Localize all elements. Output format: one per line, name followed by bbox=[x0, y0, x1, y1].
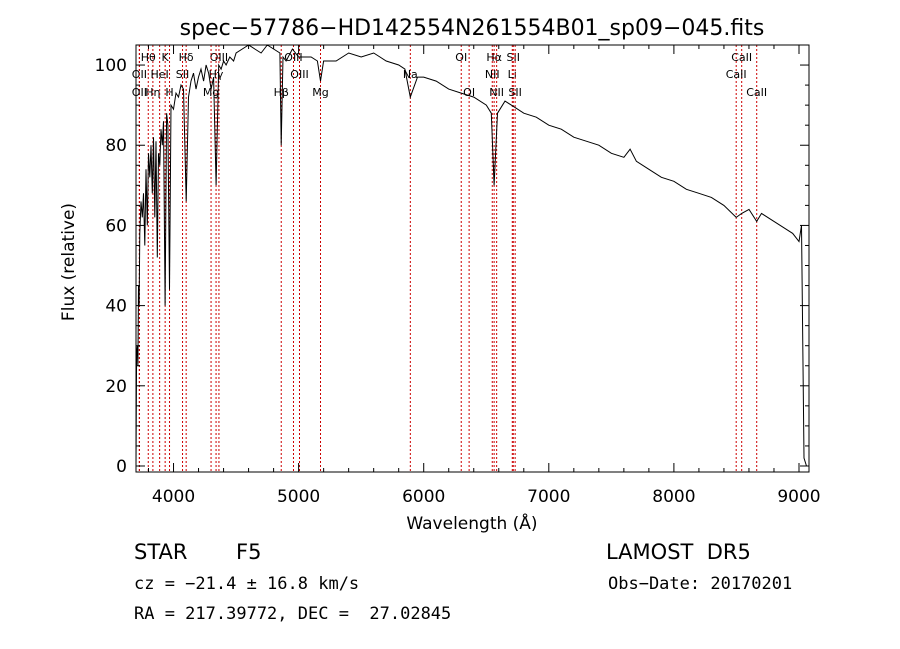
coordinates: RA = 217.39772, DEC = 27.02845 bbox=[134, 604, 452, 624]
line-label-18: OI bbox=[463, 86, 475, 99]
plot-frame bbox=[135, 44, 810, 473]
line-label-15: Mg bbox=[312, 86, 328, 99]
y-tick-label: 100 bbox=[95, 56, 127, 76]
x-tick-label: 7000 bbox=[527, 487, 570, 507]
y-tick-label: 0 bbox=[116, 457, 127, 477]
line-label-11: Mg bbox=[203, 86, 219, 99]
line-label-24: SII bbox=[508, 86, 521, 99]
line-label-23: Li bbox=[508, 68, 517, 81]
spectrum-line bbox=[135, 44, 807, 467]
line-label-4: HeI bbox=[150, 68, 168, 81]
x-tick-label: 5000 bbox=[277, 487, 320, 507]
y-axis-label: Flux (relative) bbox=[59, 203, 79, 321]
y-tick-label: 80 bbox=[105, 136, 127, 156]
y-tick-label: 60 bbox=[105, 216, 127, 236]
line-label-14: OIII bbox=[290, 68, 308, 81]
object-class: STAR bbox=[134, 540, 188, 564]
redshift-velocity: cz = −21.4 ± 16.8 km/s bbox=[134, 574, 360, 594]
line-label-22: SII bbox=[507, 51, 520, 64]
line-label-21: NII bbox=[489, 86, 504, 99]
y-tick-label: 20 bbox=[105, 377, 127, 397]
observation-date: Obs−Date: 20170201 bbox=[608, 574, 793, 594]
y-tick-label: 40 bbox=[105, 297, 127, 317]
line-label-17: OI bbox=[455, 51, 467, 64]
line-label-27: CaII bbox=[746, 86, 767, 99]
x-axis: 4000 5000 6000 7000 8000 9000 bbox=[148, 45, 821, 507]
line-label-3: Hη bbox=[145, 86, 160, 99]
line-label-12: Hβ bbox=[274, 86, 289, 99]
x-tick-label: 9000 bbox=[777, 487, 820, 507]
x-axis-label: Wavelength (Å) bbox=[406, 512, 537, 534]
line-label-9: OIII bbox=[210, 51, 228, 64]
line-label-19: Hα bbox=[486, 51, 502, 64]
line-label-8: Hδ bbox=[179, 51, 194, 64]
line-label-10: Hγ bbox=[209, 68, 224, 81]
survey-release: LAMOST DR5 bbox=[606, 540, 751, 564]
line-label-13: OIII bbox=[284, 51, 302, 64]
x-tick-label: 4000 bbox=[152, 487, 195, 507]
line-label-0: Hθ bbox=[141, 51, 156, 64]
spectrum-chart: spec−57786−HD142554N261554B01_sp09−045.f… bbox=[59, 16, 821, 534]
line-label-26: CaII bbox=[726, 68, 747, 81]
x-tick-label: 8000 bbox=[652, 487, 695, 507]
line-label-7: SII bbox=[176, 68, 189, 81]
line-label-25: CaII bbox=[731, 51, 752, 64]
line-label-6: H bbox=[165, 86, 173, 99]
y-axis: 0 20 40 60 80 100 bbox=[95, 56, 809, 477]
subclass: F5 bbox=[236, 540, 262, 564]
chart-title: spec−57786−HD142554N261554B01_sp09−045.f… bbox=[180, 16, 765, 41]
x-tick-label: 6000 bbox=[402, 487, 445, 507]
line-label-20: NII bbox=[485, 68, 500, 81]
line-label-5: K bbox=[162, 51, 170, 64]
